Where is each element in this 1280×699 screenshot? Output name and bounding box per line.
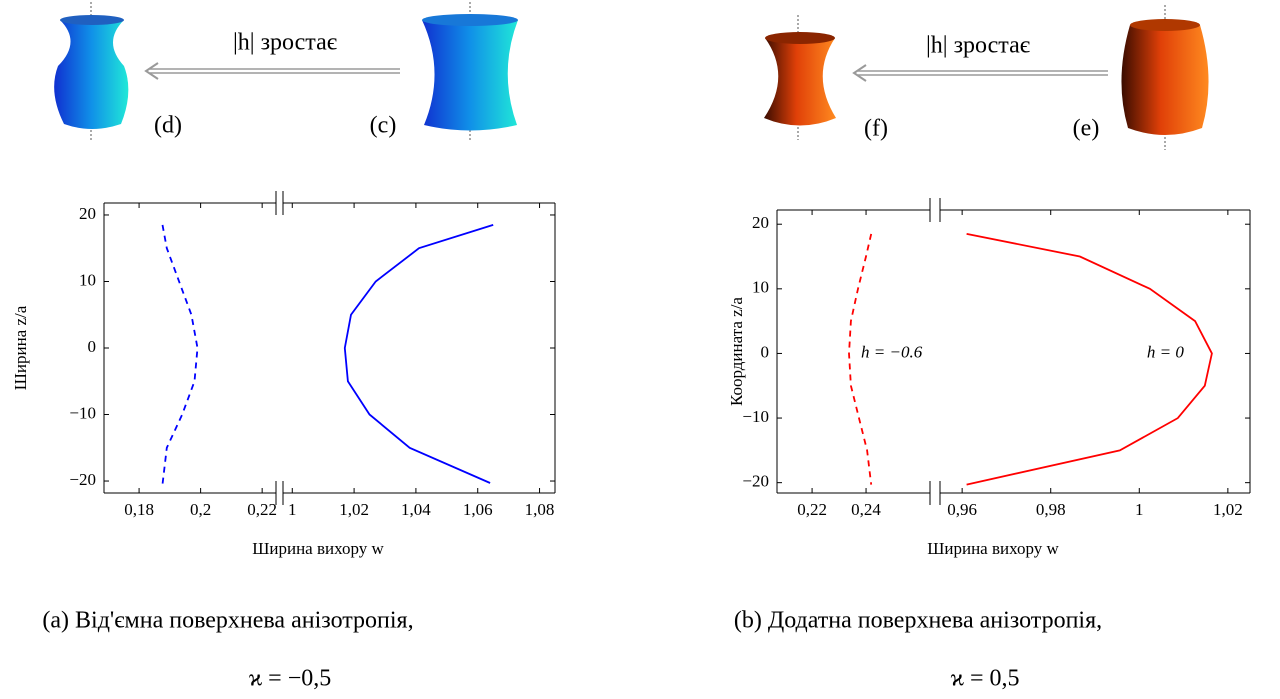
shape-label: (c) [370, 113, 397, 139]
arrow-label: |h| зростає [926, 33, 1030, 59]
line-label: h = 0 [1147, 342, 1184, 361]
caption: (a) Від'ємна поверхнева анізотропія, [42, 608, 413, 634]
x-tick-label: 0,18 [124, 500, 154, 519]
shape-d [54, 16, 129, 129]
x-tick-label: 1,04 [401, 500, 431, 519]
x-axis-label: Ширина вихору w [252, 539, 384, 558]
y-tick-label: 10 [79, 270, 96, 289]
illustration-b [764, 5, 1209, 150]
shape-top [422, 14, 518, 26]
data-line [848, 233, 873, 485]
x-tick-label: 1,02 [1213, 500, 1243, 519]
illustration-a [54, 2, 518, 140]
data-line [966, 233, 1213, 486]
y-axis-label: Ширина z/a [11, 305, 30, 390]
shape-label: (d) [154, 113, 182, 139]
caption: (b) Додатна поверхнева анізотропія, [734, 608, 1102, 634]
data-line [343, 224, 494, 484]
data-line [161, 224, 199, 485]
y-tick-label: −20 [742, 472, 769, 491]
y-tick-label: 10 [752, 278, 769, 297]
caption-formula: ϰ = −0,5 [249, 666, 332, 692]
x-axis-label: Ширина вихору w [927, 539, 1059, 558]
shape-f [764, 38, 836, 126]
x-tick-label: 0,24 [851, 500, 881, 519]
x-tick-label: 0,2 [190, 500, 211, 519]
x-tick-label: 1,08 [525, 500, 555, 519]
arrow-label: |h| зростає [233, 30, 337, 56]
shape-label: (e) [1073, 116, 1100, 142]
shape-top [1130, 19, 1200, 31]
x-tick-label: 1,06 [463, 500, 493, 519]
y-tick-label: 0 [761, 342, 770, 361]
x-tick-label: 0,96 [947, 500, 977, 519]
shape-top [60, 15, 124, 25]
caption-formula: ϰ = 0,5 [951, 666, 1020, 692]
shape-e [1121, 25, 1209, 135]
shape-c [422, 20, 518, 131]
y-axis-label: Координата z/a [727, 297, 746, 406]
y-tick-label: −10 [69, 403, 96, 422]
y-tick-label: 20 [752, 213, 769, 232]
arrow [852, 64, 1108, 82]
shape-top [765, 32, 835, 44]
x-tick-label: 1 [1135, 500, 1144, 519]
shape-label: (f) [864, 116, 888, 142]
x-tick-label: 0,98 [1036, 500, 1066, 519]
x-tick-label: 1 [288, 500, 297, 519]
arrow [144, 62, 400, 80]
y-tick-label: −10 [742, 407, 769, 426]
line-label: h = −0.6 [861, 342, 923, 361]
x-tick-label: 1,02 [339, 500, 369, 519]
y-tick-label: −20 [69, 470, 96, 489]
x-tick-label: 0,22 [797, 500, 827, 519]
y-tick-label: 0 [88, 337, 97, 356]
x-tick-label: 0,22 [247, 500, 277, 519]
y-tick-label: 20 [79, 204, 96, 223]
